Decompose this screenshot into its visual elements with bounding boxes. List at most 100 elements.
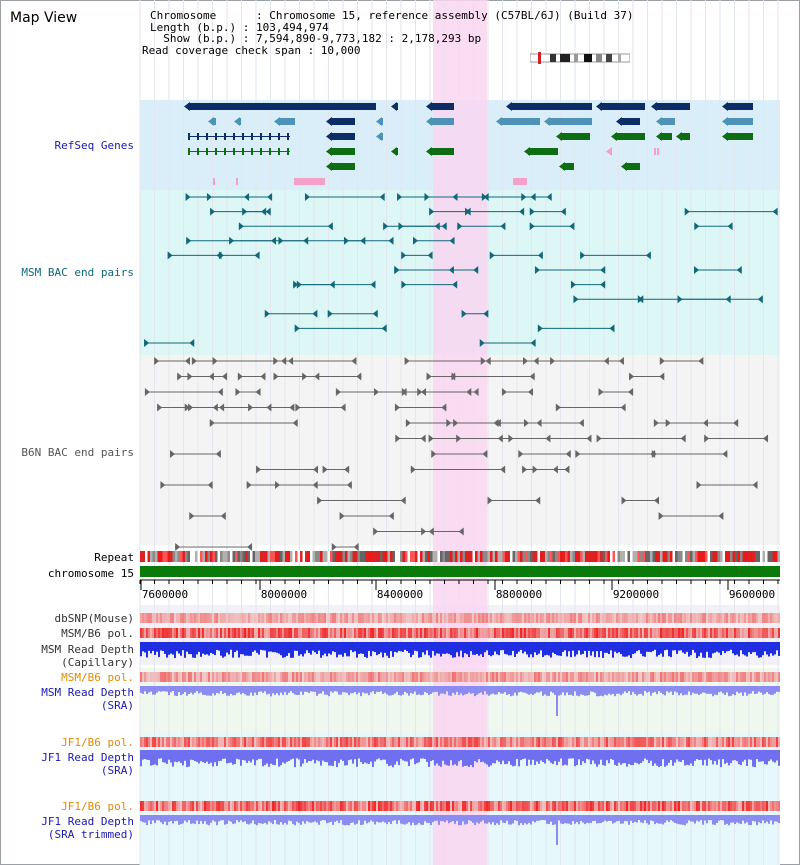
- polymorphism-cell: [182, 672, 184, 682]
- read-depth-bar: [426, 815, 428, 823]
- repeat-track[interactable]: [140, 551, 780, 562]
- polymorphism-cell: [416, 737, 418, 747]
- msm-depth-sra-track[interactable]: [140, 686, 780, 716]
- polymorphism-cell: [320, 801, 322, 811]
- track-label-dbsnp[interactable]: dbSNP(Mouse): [54, 612, 134, 625]
- read-depth-bar: [556, 642, 558, 656]
- read-depth-bar: [700, 642, 702, 653]
- read-depth-bar: [420, 815, 422, 825]
- polymorphism-cell: [588, 613, 590, 623]
- repeat-segment: [160, 551, 163, 562]
- msm-pol-track[interactable]: [140, 628, 780, 638]
- read-depth-bar: [534, 686, 536, 694]
- read-depth-bar: [190, 686, 192, 693]
- polymorphism-cell: [348, 801, 350, 811]
- polymorphism-cell: [760, 801, 762, 811]
- polymorphism-cell: [768, 613, 770, 623]
- track-label-jf1-depth-trimmed[interactable]: JF1 Read Depth (SRA trimmed): [41, 815, 134, 841]
- track-label-jf1-pol-2[interactable]: JF1/B6 pol.: [61, 800, 134, 813]
- read-depth-bar: [528, 642, 530, 658]
- read-depth-bar: [332, 815, 334, 825]
- polymorphism-cell: [722, 613, 724, 623]
- read-depth-bar: [444, 815, 446, 823]
- track-label-jf1-depth[interactable]: JF1 Read Depth (SRA): [41, 751, 134, 777]
- polymorphism-cell: [474, 672, 476, 682]
- polymorphism-cell: [690, 672, 692, 682]
- pair-end-marker: [278, 236, 284, 245]
- jf1-depth-trimmed-track[interactable]: [140, 815, 780, 845]
- read-depth-bar: [346, 686, 348, 693]
- polymorphism-cell: [478, 628, 480, 638]
- polymorphism-cell: [620, 628, 622, 638]
- repeat-segment: [620, 551, 623, 562]
- msm-depth-capillary-track[interactable]: [140, 642, 780, 659]
- polymorphism-cell: [142, 672, 144, 682]
- polymorphism-cell: [390, 613, 392, 623]
- read-depth-bar: [562, 686, 564, 693]
- read-depth-bar: [368, 750, 370, 765]
- repeat-segment: [372, 551, 375, 562]
- polymorphism-cell: [204, 613, 206, 623]
- track-label-msm-pol[interactable]: MSM/B6 pol.: [61, 627, 134, 640]
- read-depth-bar: [544, 750, 546, 764]
- read-depth-bar: [350, 750, 352, 760]
- read-depth-bar: [334, 642, 336, 653]
- read-depth-bar: [454, 750, 456, 765]
- track-label-msm-bac[interactable]: MSM BAC end pairs: [21, 266, 134, 279]
- msm-pol-2-track[interactable]: [140, 672, 780, 682]
- read-depth-bar: [400, 750, 402, 759]
- read-depth-bar: [602, 815, 604, 822]
- pair-end-marker: [400, 496, 406, 505]
- repeat-segment: [272, 551, 275, 562]
- polymorphism-cell: [606, 801, 608, 811]
- read-depth-bar: [452, 750, 454, 766]
- bac-end-pair: [522, 357, 609, 365]
- jf1-pol-track[interactable]: [140, 737, 780, 747]
- track-label-jf1-pol[interactable]: JF1/B6 pol.: [61, 736, 134, 749]
- read-depth-bar: [172, 815, 174, 824]
- chromosome-ideogram[interactable]: [530, 52, 630, 64]
- repeat-segment: [217, 551, 220, 562]
- polymorphism-cell: [244, 628, 246, 638]
- read-depth-bar: [690, 642, 692, 656]
- read-depth-bar: [268, 642, 270, 652]
- jf1-depth-track[interactable]: [140, 750, 780, 768]
- polymorphism-cell: [368, 801, 370, 811]
- polymorphism-cell: [188, 737, 190, 747]
- msm-bac-pairs-track[interactable]: [144, 193, 778, 347]
- track-label-msm-depth-sra[interactable]: MSM Read Depth (SRA): [41, 686, 134, 712]
- polymorphism-cell: [562, 737, 564, 747]
- dbsnp-track[interactable]: [140, 613, 780, 623]
- track-label-repeat[interactable]: Repeat: [94, 551, 134, 564]
- read-depth-bar: [374, 686, 376, 694]
- read-depth-bar: [526, 686, 528, 694]
- polymorphism-cell: [670, 801, 672, 811]
- read-depth-bar: [554, 686, 556, 695]
- polymorphism-cell: [142, 801, 144, 811]
- polymorphism-cell: [412, 628, 414, 638]
- track-label-msm-pol-2[interactable]: MSM/B6 pol.: [61, 671, 134, 684]
- jf1-pol-2-track[interactable]: [140, 801, 780, 811]
- track-label-msm-depth-capillary[interactable]: MSM Read Depth (Capillary): [41, 643, 134, 669]
- polymorphism-cell: [566, 737, 568, 747]
- polymorphism-cell: [628, 737, 630, 747]
- polymorphism-cell: [308, 737, 310, 747]
- polymorphism-cell: [378, 613, 380, 623]
- read-depth-bar: [552, 815, 554, 825]
- read-depth-bar: [654, 750, 656, 764]
- read-depth-bar: [686, 815, 688, 824]
- track-label-b6n-bac[interactable]: B6N BAC end pairs: [21, 446, 134, 459]
- polymorphism-cell: [646, 613, 648, 623]
- read-depth-bar: [442, 642, 444, 654]
- polymorphism-cell: [362, 737, 364, 747]
- polymorphism-cell: [210, 672, 212, 682]
- repeat-segment: [380, 551, 383, 562]
- track-label-chromosome[interactable]: chromosome 15: [47, 567, 134, 580]
- polymorphism-cell: [510, 737, 512, 747]
- track-label-refseq[interactable]: RefSeq Genes: [54, 139, 134, 152]
- polymorphism-cell: [236, 613, 238, 623]
- b6n-bac-pairs-track[interactable]: [144, 357, 769, 551]
- refseq-genes-track[interactable]: [184, 102, 753, 185]
- read-depth-bar: [708, 686, 710, 694]
